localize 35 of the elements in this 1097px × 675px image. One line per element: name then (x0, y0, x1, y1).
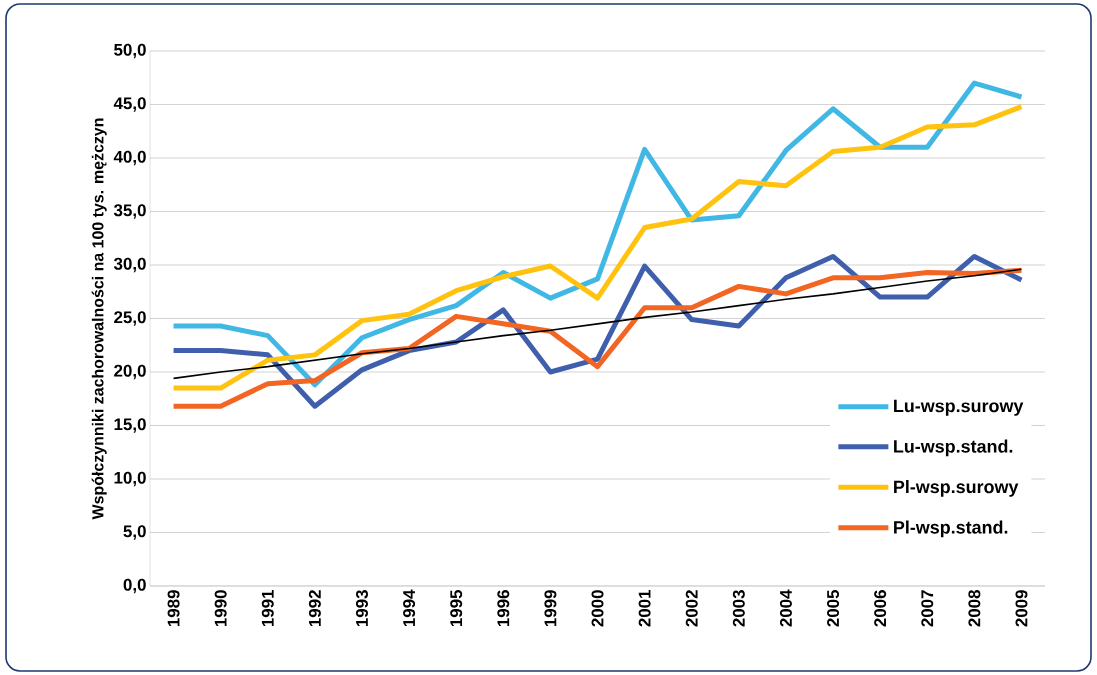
legend-label: Lu-wsp.stand. (894, 439, 1013, 457)
y-tick-label: 10,0 (114, 471, 146, 487)
legend-label: Lu-wsp.surowy (894, 399, 1024, 416)
x-tick-label: 1990 (214, 590, 227, 627)
x-tick-label: 1996 (497, 590, 510, 627)
x-tick-label: 2000 (591, 590, 604, 627)
x-tick-label: 2004 (779, 589, 792, 627)
y-tick-label: 40,0 (113, 150, 146, 166)
x-tick-label: 1995 (450, 589, 463, 627)
y-tick-label: 30,0 (113, 257, 146, 273)
x-tick-label: 1993 (355, 590, 368, 627)
x-tick-label: 1994 (403, 589, 416, 627)
y-tick-label: 15,0 (114, 418, 146, 433)
y-axis-title: Współczynniki zachorowalności na 100 tys. mężczyn (91, 118, 107, 520)
x-tick-label: 2001 (638, 589, 651, 627)
y-tick-label: 35,0 (113, 204, 146, 219)
y-tick-label: 20,0 (114, 364, 146, 380)
x-tick-label: 1992 (308, 590, 321, 627)
y-tick-label: 45,0 (113, 97, 146, 112)
x-tick-label: 2009 (1015, 590, 1028, 627)
x-tick-label: 2005 (827, 589, 840, 627)
x-tick-label: 1989 (167, 590, 180, 627)
y-tick-label: 5,0 (123, 525, 146, 540)
x-tick-label: 2002 (685, 590, 698, 627)
x-tick-label: 2006 (874, 590, 887, 627)
legend-label: Pl-wsp.surowy (894, 480, 1019, 497)
y-tick-label: 25,0 (114, 311, 146, 326)
x-tick-label: 2008 (968, 590, 981, 627)
x-tick-label: 2007 (921, 590, 934, 627)
legend-label: Pl-wsp.stand. (894, 520, 1008, 538)
x-tick-label: 1991 (261, 589, 274, 627)
y-tick-label: 50,0 (114, 43, 146, 59)
x-tick-label: 2003 (732, 590, 745, 627)
y-tick-label: 0,0 (123, 578, 146, 594)
x-tick-label: 1999 (544, 590, 557, 627)
